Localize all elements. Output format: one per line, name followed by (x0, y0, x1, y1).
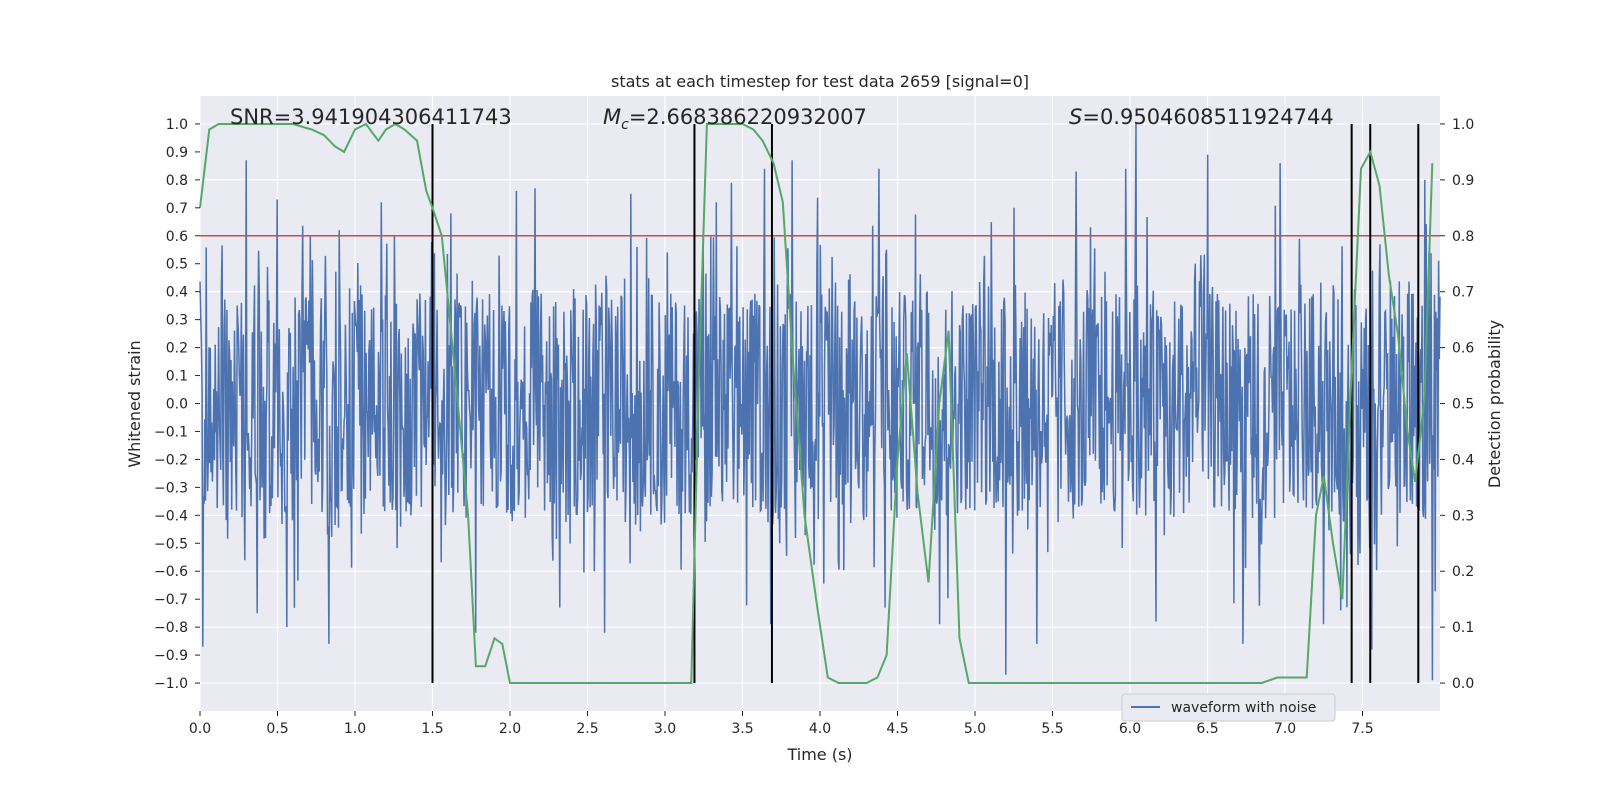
s-symbol: S (1069, 105, 1082, 129)
legend: waveform with noise (1121, 693, 1336, 722)
y-tick-label-5: 0.5 (166, 257, 188, 273)
x-tick-label-5: 2.5 (576, 721, 598, 737)
waveform-line (199, 123, 1441, 681)
y2-tick-label-9: 0.1 (1452, 620, 1474, 636)
x-tick-label-9: 4.5 (886, 721, 908, 737)
detection-probability-series (199, 122, 1434, 684)
y-tick-label-18: −0.8 (154, 620, 188, 636)
y2-tick-label-2: 0.8 (1452, 229, 1474, 245)
y2-tick-label-10: 0.0 (1452, 676, 1474, 692)
y-tick-label-11: −0.1 (154, 424, 188, 440)
y2-tick-label-0: 1.0 (1452, 117, 1474, 133)
vertical-markers (431, 123, 1420, 684)
x-tick-label-12: 6.0 (1119, 721, 1141, 737)
chirp-mass-annotation: Mc=2.668386220932007 (603, 105, 867, 133)
y-tick-label-4: 0.6 (166, 229, 188, 245)
x-axis-label: Time (s) (786, 745, 852, 764)
y-tick-label-3: 0.7 (166, 201, 188, 217)
y-tick-label-10: 0.0 (166, 397, 188, 413)
y-axis-label: Whitened strain (125, 340, 144, 467)
y-tick-label-14: −0.4 (154, 508, 188, 524)
s-value: =0.9504608511924744 (1082, 105, 1333, 129)
probability-line (199, 122, 1434, 684)
x-tick-label-7: 3.5 (731, 721, 753, 737)
chirp-mass-symbol: M (603, 105, 621, 129)
y-tick-label-15: −0.5 (154, 536, 188, 552)
x-tick-label-10: 5.0 (964, 721, 986, 737)
y-tick-label-12: −0.2 (154, 452, 188, 468)
x-tick-label-3: 1.5 (421, 721, 443, 737)
x-tick-label-13: 6.5 (1196, 721, 1218, 737)
legend-box (1121, 693, 1336, 722)
tick-labels: 0.0 0.5 1.0 1.5 2.0 2.5 3.0 3.5 4.0 4.5 5.0 5.5 6.0 6… (154, 117, 1474, 737)
y-tick-label-7: 0.3 (166, 313, 188, 329)
y-tick-label-2: 0.8 (166, 173, 188, 189)
chirp-mass-value: =2.668386220932007 (629, 105, 867, 129)
chirp-mass-subscript: c (621, 117, 629, 133)
y2-tick-label-5: 0.5 (1452, 397, 1474, 413)
y-tick-label-17: −0.7 (154, 592, 188, 608)
y2-tick-label-8: 0.2 (1452, 564, 1474, 580)
chart-title: stats at each timestep for test data 265… (611, 72, 1029, 91)
y-tick-label-13: −0.3 (154, 480, 188, 496)
y2-tick-label-6: 0.4 (1452, 452, 1474, 468)
y2-tick-label-7: 0.3 (1452, 508, 1474, 524)
y2-tick-label-1: 0.9 (1452, 173, 1474, 189)
y-tick-label-20: −1.0 (154, 676, 188, 692)
y-tick-label-8: 0.2 (166, 341, 188, 357)
y-tick-label-16: −0.6 (154, 564, 188, 580)
y-tick-label-1: 0.9 (166, 145, 188, 161)
waveform-with-noise-series (199, 123, 1441, 681)
x-tick-label-11: 5.5 (1041, 721, 1063, 737)
y-tick-label-9: 0.1 (166, 369, 188, 385)
x-tick-label-14: 7.0 (1274, 721, 1296, 737)
x-tick-label-1: 0.5 (266, 721, 288, 737)
x-tick-label-4: 2.0 (499, 721, 521, 737)
y2-axis-label: Detection probability (1485, 320, 1504, 488)
x-tick-label-6: 3.0 (654, 721, 676, 737)
snr-annotation: SNR=3.941904306411743 (230, 105, 512, 129)
y-tick-label-19: −0.9 (154, 648, 188, 664)
y2-tick-label-4: 0.6 (1452, 341, 1474, 357)
y-tick-label-0: 1.0 (166, 117, 188, 133)
x-tick-label-15: 7.5 (1351, 721, 1373, 737)
s-annotation: S=0.9504608511924744 (1069, 105, 1334, 129)
x-tick-label-8: 4.0 (809, 721, 831, 737)
x-tick-label-0: 0.0 (189, 721, 211, 737)
x-tick-label-2: 1.0 (344, 721, 366, 737)
y2-tick-label-3: 0.7 (1452, 285, 1474, 301)
legend-label-waveform: waveform with noise (1171, 700, 1316, 716)
y-tick-label-6: 0.4 (166, 285, 188, 301)
